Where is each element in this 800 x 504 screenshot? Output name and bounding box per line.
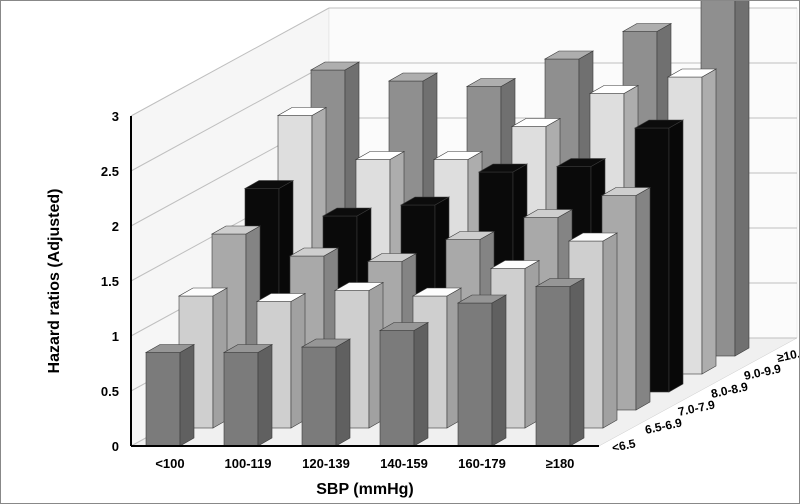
svg-text:120-139: 120-139 [302, 456, 350, 471]
svg-text:SBP (mmHg): SBP (mmHg) [316, 481, 414, 498]
svg-text:0: 0 [112, 439, 119, 454]
svg-text:160-179: 160-179 [458, 456, 506, 471]
chart-frame: 0 0.5 1 1.5 2 2.5 3 Hazard ratios (Adjusted) <10… [0, 0, 800, 504]
bar [458, 303, 492, 446]
bar [224, 353, 258, 447]
bar [536, 287, 570, 447]
svg-text:<100: <100 [155, 456, 184, 471]
svg-text:2: 2 [112, 219, 119, 234]
svg-text:1: 1 [112, 329, 119, 344]
hazard-ratio-3d-bar-chart: 0 0.5 1 1.5 2 2.5 3 Hazard ratios (Adjusted) <10… [1, 1, 799, 503]
svg-text:0.5: 0.5 [101, 384, 119, 399]
svg-text:≥180: ≥180 [546, 456, 575, 471]
bar [146, 353, 180, 447]
svg-text:2.5: 2.5 [101, 164, 119, 179]
svg-text:1.5: 1.5 [101, 274, 119, 289]
bar [380, 331, 414, 447]
svg-text:100-119: 100-119 [225, 456, 272, 471]
svg-text:140-159: 140-159 [380, 456, 428, 471]
svg-text:3: 3 [112, 109, 119, 124]
svg-text:Hazard ratios (Adjusted): Hazard ratios (Adjusted) [46, 189, 63, 374]
bar [302, 347, 336, 446]
svg-text:<6.5: <6.5 [611, 436, 637, 455]
